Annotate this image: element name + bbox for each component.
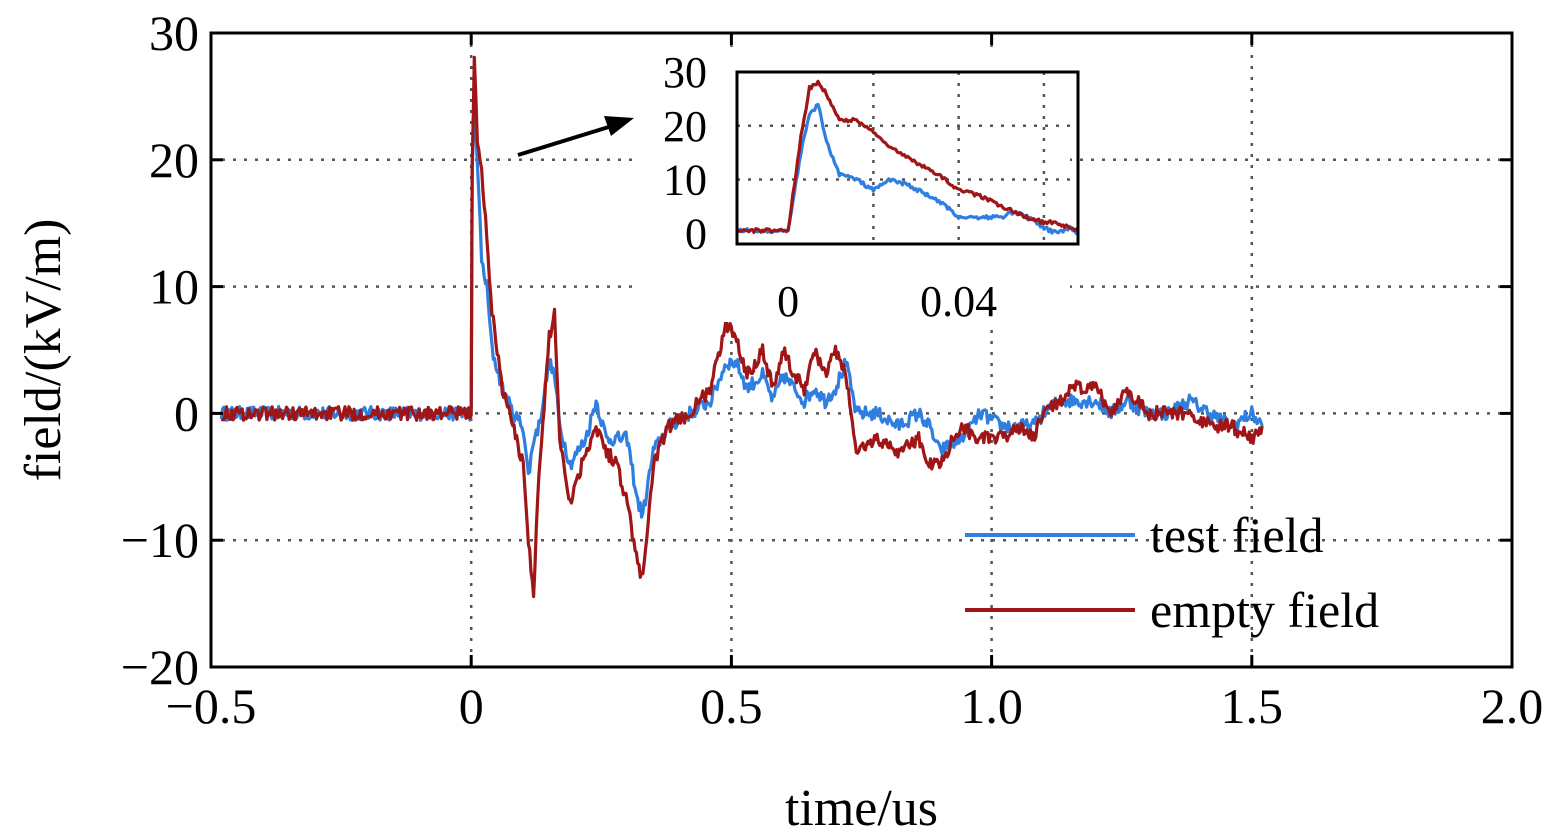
inset-plot-lines <box>735 79 1080 236</box>
y-tick-label: 20 <box>149 132 199 188</box>
inset-y-tick-label: 10 <box>663 156 707 205</box>
y-axis-label: field/(kV/m) <box>15 219 72 482</box>
main-y-tick-labels: −20 −10 0 10 20 30 <box>121 5 199 695</box>
x-tick-label: 0.5 <box>700 678 763 734</box>
inset-x-tick-labels: 0 0.04 <box>777 277 997 326</box>
x-axis-label: time/us <box>785 780 938 837</box>
legend-label-test-field: test field <box>1150 507 1324 563</box>
y-tick-label: 0 <box>174 385 199 441</box>
inset-series-line-empty-field <box>735 79 1080 234</box>
series-line-empty-field <box>220 55 1264 599</box>
inset-x-tick-label: 0 <box>777 277 799 326</box>
arrow-head <box>604 116 634 136</box>
inset-plot-frame <box>735 70 1080 246</box>
legend: test field empty field <box>965 507 1379 638</box>
inset-y-tick-labels: 010 20 30 <box>663 48 707 258</box>
x-tick-label: 1.0 <box>960 678 1023 734</box>
arrow-annotation <box>517 116 634 157</box>
y-tick-label: −20 <box>121 639 199 695</box>
main-plot-lines <box>219 55 1264 599</box>
main-axis-ticks <box>209 31 1514 669</box>
main-plot-frame <box>209 31 1514 669</box>
series-line-test-field <box>219 108 1264 519</box>
y-tick-label: 30 <box>149 5 199 61</box>
x-tick-label: 1.5 <box>1221 678 1284 734</box>
x-tick-label: −0.5 <box>166 678 257 734</box>
inset-y-tick-label: 0 <box>685 209 707 258</box>
x-tick-label: 2.0 <box>1481 678 1544 734</box>
inset-y-tick-label: 20 <box>663 102 707 151</box>
inset-y-tick-label: 30 <box>663 48 707 97</box>
arrow-line <box>517 124 613 157</box>
y-tick-label: −10 <box>121 512 199 568</box>
inset-background <box>640 50 1070 322</box>
main-x-tick-labels: −0.5 0 0.5 1.0 1.5 2.0 <box>166 678 1544 734</box>
x-tick-label: 0 <box>459 678 484 734</box>
legend-label-empty-field: empty field <box>1150 582 1379 638</box>
inset-x-tick-label: 0.04 <box>920 277 997 326</box>
y-tick-label: 10 <box>149 259 199 315</box>
